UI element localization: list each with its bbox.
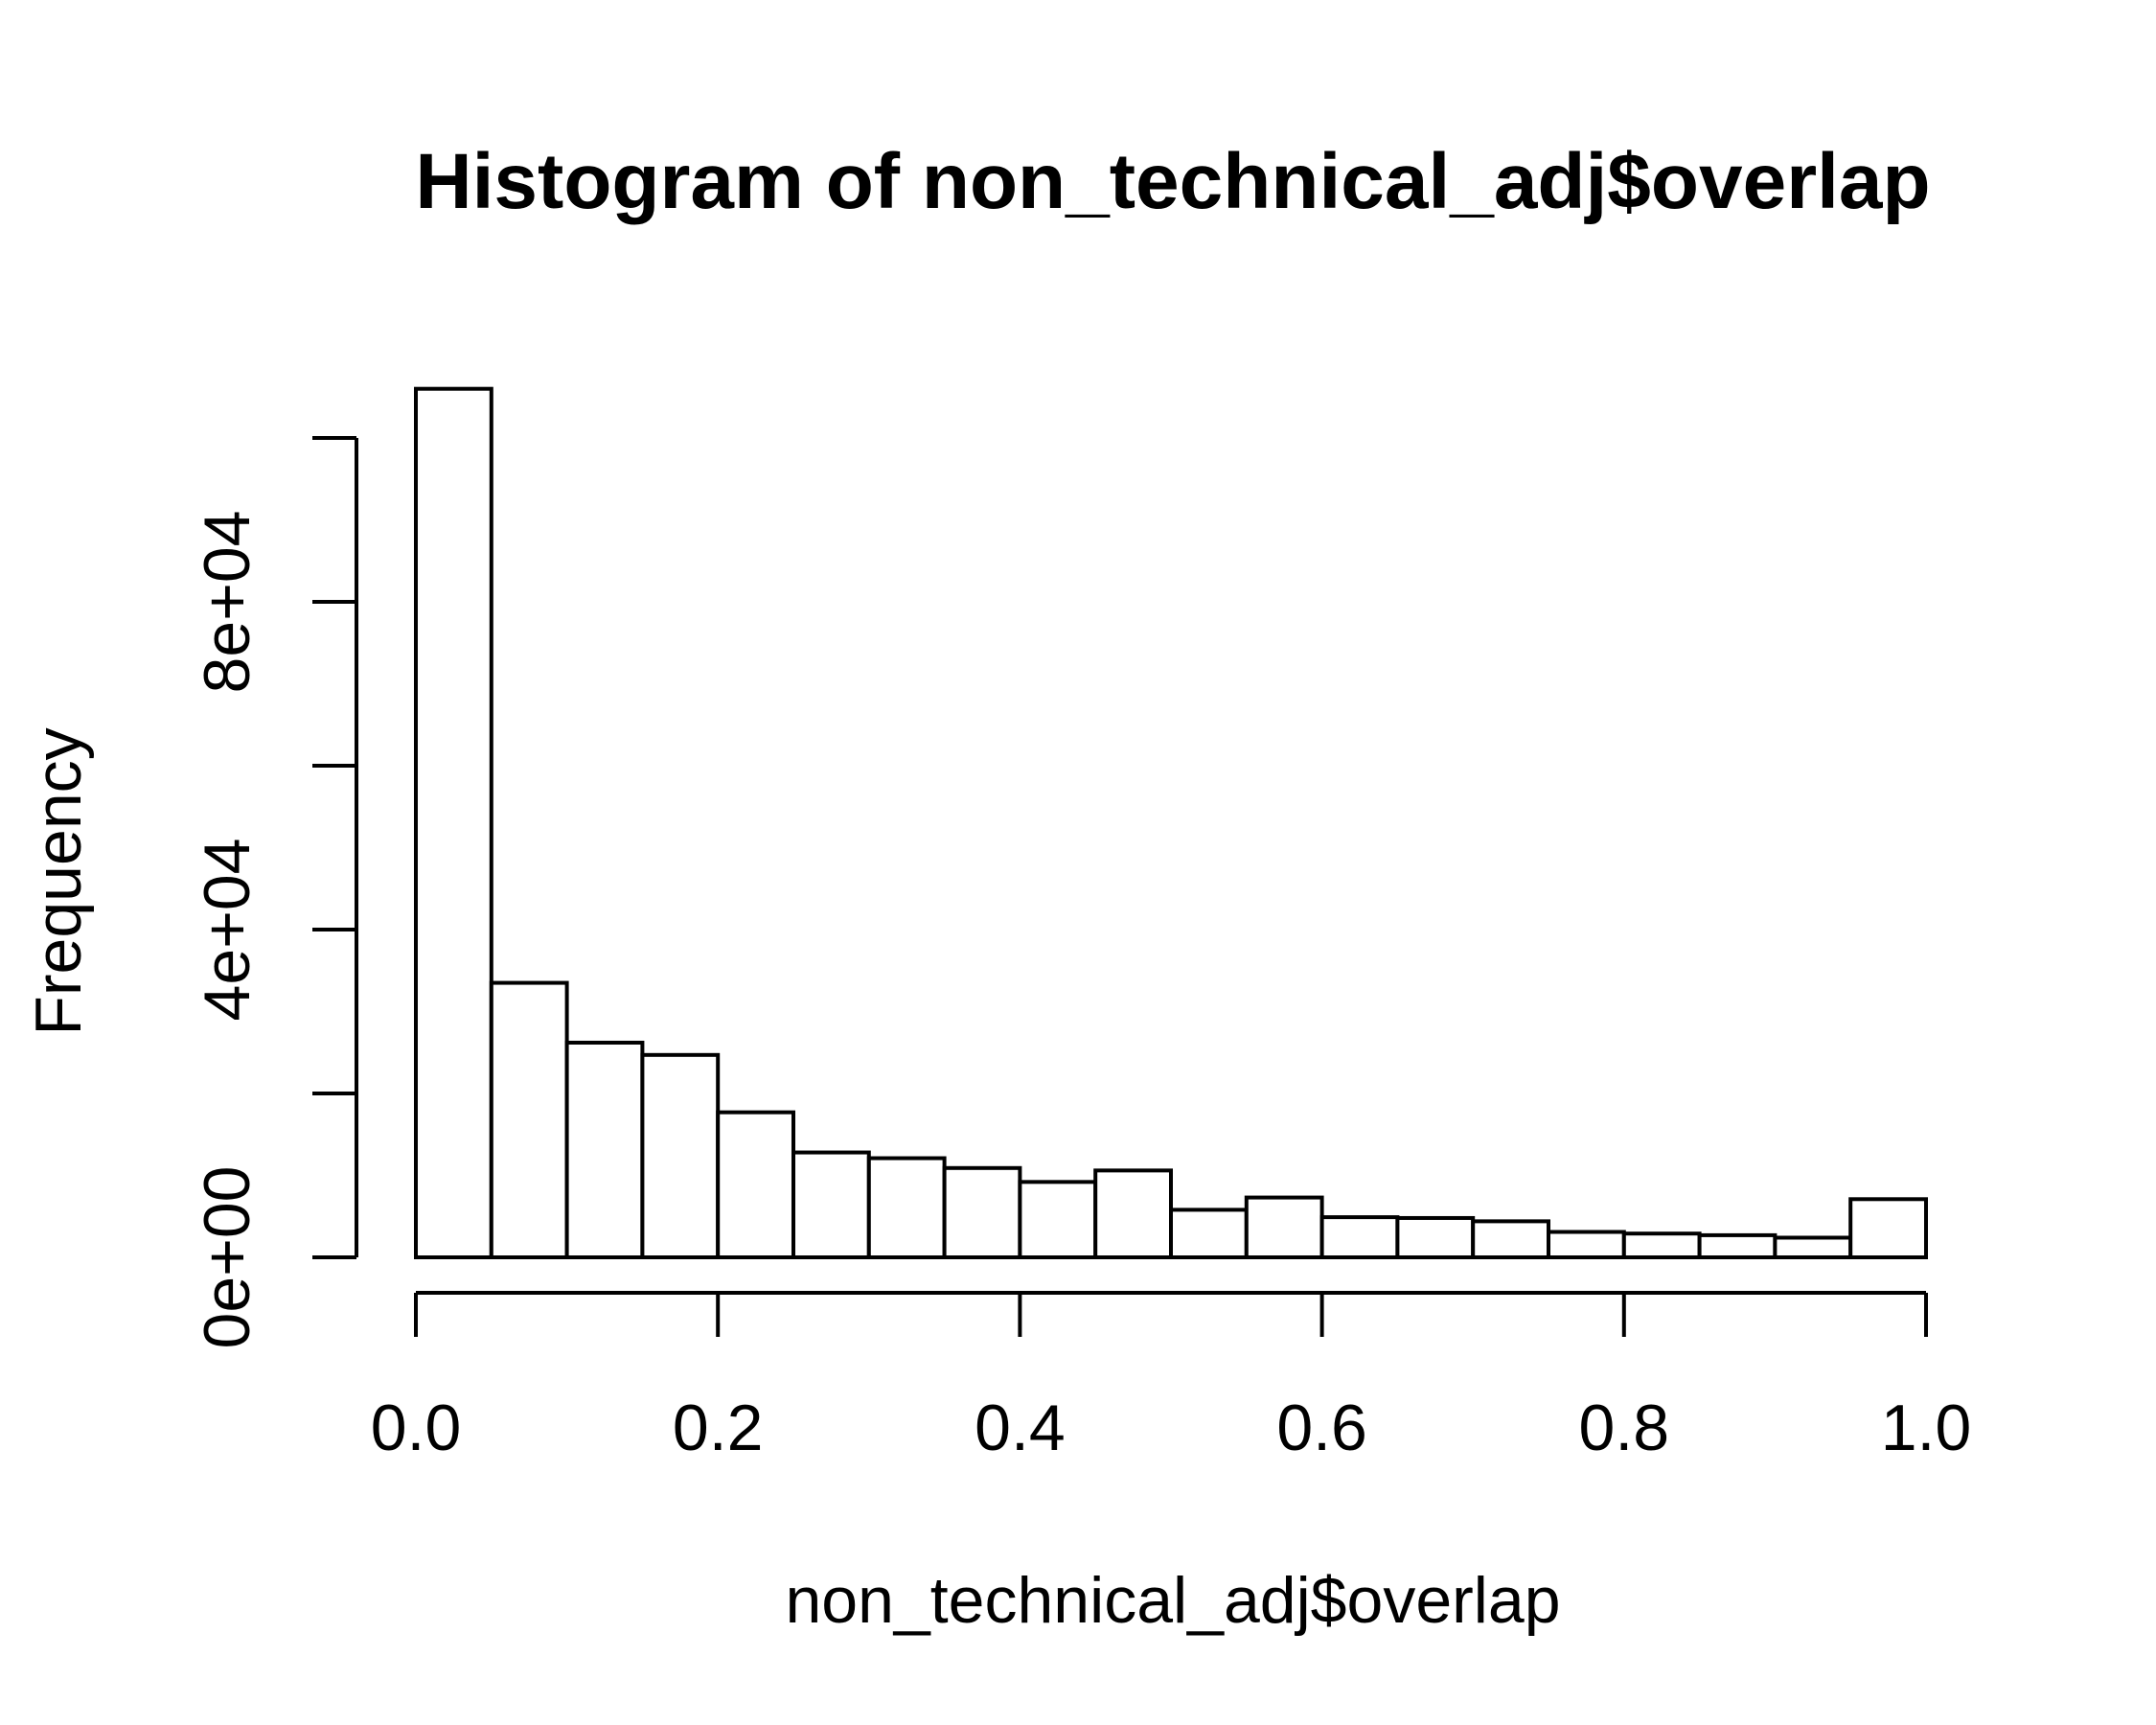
- histogram-bar-16: [1621, 1231, 1702, 1259]
- x-axis: 0.0 0.2 0.4 0.6 0.8 1.0: [371, 1291, 1972, 1464]
- x-tick-label-0: 0.0: [371, 1392, 462, 1464]
- histogram-bar-11: [1244, 1195, 1324, 1259]
- histogram-bar-1: [489, 980, 569, 1259]
- histogram-bar-0: [414, 386, 493, 1259]
- histogram-bar-19: [1848, 1197, 1928, 1260]
- histogram-bar-8: [1018, 1180, 1098, 1259]
- histogram-bar-18: [1773, 1235, 1853, 1259]
- y-axis: 0e+00 4e+04 8e+04: [191, 436, 358, 1349]
- y-tick-label-4: 8e+04: [191, 511, 264, 694]
- histogram-bar-3: [640, 1052, 721, 1259]
- x-tick-label-2: 0.4: [975, 1392, 1066, 1464]
- y-tick-label-0: 0e+00: [191, 1166, 264, 1349]
- x-tick-label-5: 1.0: [1881, 1392, 1972, 1464]
- histogram-bar-14: [1471, 1219, 1550, 1260]
- histogram-bar-15: [1547, 1230, 1626, 1259]
- y-axis-label: Frequency: [22, 727, 95, 1035]
- histogram-bar-7: [942, 1165, 1022, 1260]
- chart-title: Histogram of non_technical_adj$overlap: [415, 138, 1930, 225]
- histogram-bar-10: [1169, 1208, 1249, 1260]
- x-tick-label-1: 0.2: [673, 1392, 764, 1464]
- x-axis-label: non_technical_adj$overlap: [785, 1564, 1560, 1637]
- histogram-bar-13: [1395, 1215, 1476, 1259]
- histogram-bar-5: [791, 1150, 871, 1260]
- histogram-bar-12: [1319, 1215, 1400, 1259]
- y-tick-label-2: 4e+04: [191, 839, 264, 1022]
- histogram-bar-17: [1697, 1232, 1778, 1260]
- histogram-bar-9: [1093, 1168, 1173, 1259]
- histogram-bar-4: [716, 1110, 796, 1260]
- histogram-bar-2: [564, 1040, 645, 1259]
- histogram-bar-6: [866, 1156, 947, 1260]
- x-tick-label-4: 0.8: [1579, 1392, 1670, 1464]
- histogram-bars: [414, 386, 1928, 1260]
- x-tick-label-3: 0.6: [1276, 1392, 1367, 1464]
